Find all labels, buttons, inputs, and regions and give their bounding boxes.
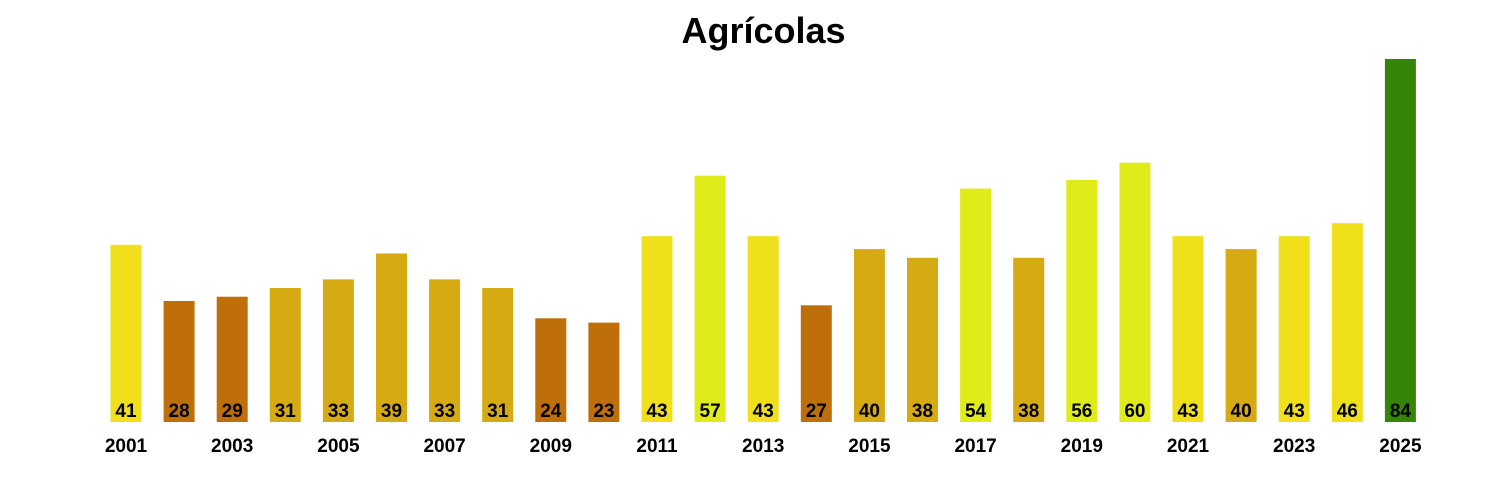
x-tick-2001: 2001 <box>105 436 148 457</box>
bar-2008 <box>482 288 514 422</box>
data-label-2012: 57 <box>700 401 721 422</box>
x-tick-2025: 2025 <box>1379 436 1422 457</box>
bar-2005 <box>322 279 354 422</box>
bar-2020 <box>1119 162 1151 422</box>
data-label-2010: 23 <box>593 401 614 422</box>
data-labels-group: 41 28 29 31 33 39 33 31 24 23 43 57 43 27 40 38 54 38 56 60… <box>115 401 1411 422</box>
data-label-2021: 43 <box>1177 401 1198 422</box>
bar-2006 <box>376 253 407 422</box>
bar-2023 <box>1278 236 1310 422</box>
bars-group <box>110 59 1416 422</box>
bar-2013 <box>747 236 779 422</box>
bar-2009 <box>535 318 567 422</box>
x-tick-2005: 2005 <box>317 436 360 457</box>
data-label-2020: 60 <box>1124 401 1145 422</box>
x-tick-labels-group: 2001 2003 2005 2007 2009 2011 2013 2015 2017 2019… <box>105 436 1422 457</box>
x-tick-2013: 2013 <box>742 436 784 457</box>
x-tick-2011: 2011 <box>636 436 678 457</box>
data-label-2017: 54 <box>965 401 987 422</box>
data-label-2008: 31 <box>487 401 509 422</box>
x-tick-2003: 2003 <box>211 436 253 457</box>
bar-2012 <box>694 175 726 422</box>
x-tick-2023: 2023 <box>1273 436 1315 457</box>
data-label-2016: 38 <box>912 401 933 422</box>
data-label-2024: 46 <box>1337 401 1358 422</box>
data-label-2006: 39 <box>381 401 402 422</box>
data-label-2011: 43 <box>646 401 667 422</box>
bar-2014 <box>800 305 832 422</box>
data-label-2002: 28 <box>169 401 190 422</box>
data-label-2014: 27 <box>806 401 827 422</box>
data-label-2013: 43 <box>753 401 774 422</box>
bar-2003 <box>216 296 248 422</box>
bar-2018 <box>1013 257 1045 422</box>
x-tick-2007: 2007 <box>423 436 465 457</box>
data-label-2007: 33 <box>434 401 455 422</box>
data-label-2015: 40 <box>859 401 880 422</box>
bar-2022 <box>1225 249 1257 422</box>
x-tick-2021: 2021 <box>1167 436 1210 457</box>
chart-title: Agrícolas <box>681 10 846 51</box>
bar-2017 <box>960 188 992 422</box>
bar-2002 <box>163 301 195 422</box>
data-label-2019: 56 <box>1071 401 1092 422</box>
data-label-2022: 40 <box>1231 401 1252 422</box>
bar-2001 <box>110 244 142 422</box>
data-label-2009: 24 <box>540 401 562 422</box>
bar-2019 <box>1066 180 1098 422</box>
bar-2011 <box>641 236 673 422</box>
x-tick-2017: 2017 <box>954 436 996 457</box>
x-tick-2015: 2015 <box>848 436 891 457</box>
data-label-2004: 31 <box>275 401 297 422</box>
data-label-2005: 33 <box>328 401 349 422</box>
data-label-2003: 29 <box>222 401 243 422</box>
bar-2024 <box>1331 223 1363 422</box>
bar-2025 <box>1384 59 1416 422</box>
data-label-2025: 84 <box>1390 401 1412 422</box>
data-label-2001: 41 <box>115 401 137 422</box>
bar-2021 <box>1172 236 1204 422</box>
x-tick-2019: 2019 <box>1061 436 1103 457</box>
bar-2016 <box>907 257 938 422</box>
x-tick-2009: 2009 <box>530 436 572 457</box>
bar-2007 <box>429 279 461 422</box>
bar-2010 <box>588 322 620 422</box>
bar-2015 <box>853 249 885 422</box>
data-label-2018: 38 <box>1018 401 1039 422</box>
bar-2004 <box>269 288 301 422</box>
data-label-2023: 43 <box>1284 401 1305 422</box>
